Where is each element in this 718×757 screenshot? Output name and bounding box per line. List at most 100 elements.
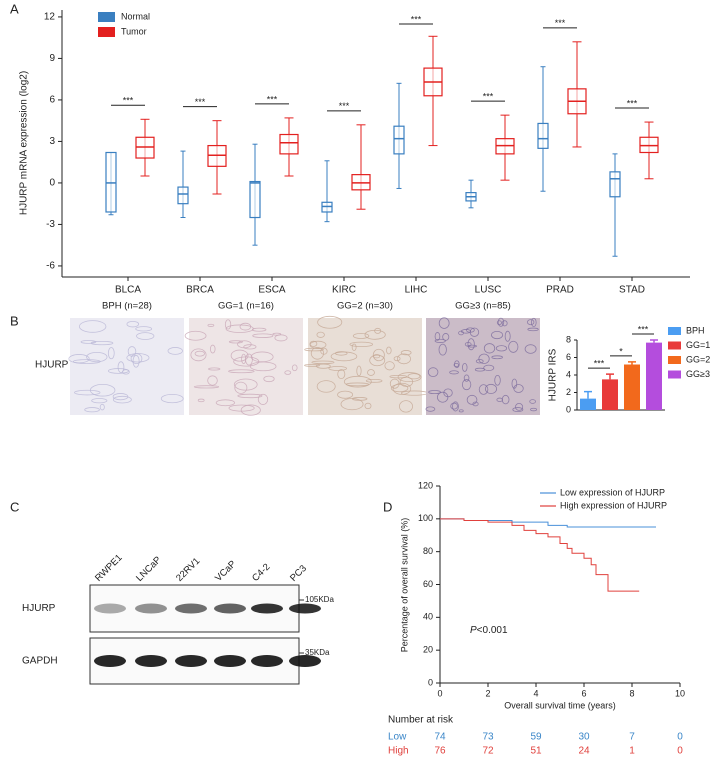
x-tick-label: STAD (619, 285, 645, 296)
tissue-structure (434, 332, 441, 341)
tissue-structure (453, 362, 459, 368)
tissue-structure (345, 382, 370, 387)
box (177, 186, 189, 205)
legend-label: GG≥3 (686, 369, 710, 379)
tissue-structure (469, 327, 480, 337)
tissue-structure (389, 378, 400, 389)
blot-row-label: GAPDH (22, 656, 58, 667)
tissue-structure (184, 330, 207, 341)
tissue-structure (396, 353, 411, 365)
y-tick-label: 8 (566, 334, 571, 344)
tissue-structure (389, 375, 408, 379)
tissue-structure (263, 375, 275, 383)
tissue-structure (364, 329, 386, 340)
tissue-structure (461, 379, 472, 391)
histology-row-label: HJURP (35, 360, 69, 371)
risk-row-label: High (388, 746, 409, 757)
blot-band (175, 655, 207, 667)
marker-label: 35KDa (305, 648, 330, 657)
tissue-structure (351, 397, 368, 401)
significance-label: *** (483, 92, 494, 102)
significance-label: * (619, 346, 623, 356)
tissue-structure (250, 351, 274, 363)
y-tick-label: 120 (418, 480, 433, 490)
y-tick-label: 40 (423, 612, 433, 622)
y-tick-label: 3 (49, 136, 55, 147)
tissue-structure (190, 348, 207, 362)
lane-label: VCaP (213, 559, 238, 584)
tissue-structure (68, 354, 90, 364)
tissue-structure (320, 347, 328, 355)
tissue-structure (491, 355, 503, 360)
tissue-structure (472, 401, 479, 407)
blot-band (94, 655, 126, 667)
blot-band (289, 655, 321, 667)
tissue-structure (117, 361, 125, 373)
tissue-structure (467, 344, 477, 348)
tissue-structure (274, 334, 288, 342)
tissue-structure (316, 380, 336, 393)
risk-count: 1 (629, 746, 635, 757)
tissue-structure (515, 402, 524, 411)
legend-swatch (98, 12, 115, 22)
y-tick-label: -6 (46, 261, 55, 272)
blot-band (94, 603, 126, 614)
marker-label: 105KDa (305, 595, 334, 604)
tissue-structure (349, 341, 374, 348)
tissue-structure (228, 340, 244, 344)
significance-label: *** (411, 14, 422, 24)
y-tick-label: 20 (423, 645, 433, 655)
tissue-structure (530, 407, 538, 412)
tissue-structure (237, 393, 263, 399)
bar (580, 398, 596, 410)
tissue-structure (458, 330, 464, 336)
p-value: P<0.001 (470, 625, 508, 636)
x-tick-label: PRAD (546, 285, 574, 296)
blot-band (251, 603, 283, 614)
x-tick-label: 2 (485, 688, 490, 698)
tissue-structure (243, 344, 257, 350)
box (609, 171, 621, 198)
legend-swatch (668, 341, 681, 350)
tissue-structure (224, 319, 232, 330)
tissue-structure (524, 344, 537, 354)
y-tick-label: -3 (46, 219, 55, 230)
y-tick-label: 80 (423, 546, 433, 556)
tissue-structure (434, 338, 446, 343)
tissue-structure (527, 327, 539, 332)
significance-label: *** (123, 96, 134, 106)
significance-label: *** (339, 101, 350, 111)
tissue-structure (233, 378, 258, 391)
significance-label: *** (195, 97, 206, 107)
tissue-structure (160, 393, 184, 404)
x-tick-label: ESCA (258, 285, 286, 296)
tissue-structure (337, 390, 354, 399)
tissue-structure (508, 340, 519, 353)
histology-label: GG=1 (n=16) (218, 301, 274, 312)
tissue-structure (427, 367, 439, 378)
blot-band (289, 603, 321, 614)
bar (624, 364, 640, 410)
box (279, 133, 299, 155)
risk-count: 51 (530, 746, 542, 757)
tissue-structure (316, 331, 325, 338)
tissue-structure (438, 343, 447, 356)
y-tick-label: 9 (49, 53, 55, 64)
legend-label: Normal (121, 11, 150, 21)
tissue-structure (233, 356, 260, 367)
tissue-structure (99, 403, 105, 411)
tissue-structure (491, 330, 504, 340)
tissue-structure (194, 350, 205, 357)
x-tick-label: 8 (629, 688, 634, 698)
box (537, 122, 549, 149)
tissue-structure (407, 373, 421, 380)
tissue-structure (252, 333, 274, 338)
tissue-structure (251, 327, 267, 332)
histology-label: BPH (n=28) (102, 301, 152, 312)
legend-label: GG=2 (686, 354, 710, 364)
panel-label: C (10, 499, 19, 514)
tissue-structure (340, 398, 364, 411)
legend-label: GG=1 (686, 340, 710, 350)
x-tick-label: 10 (675, 688, 685, 698)
